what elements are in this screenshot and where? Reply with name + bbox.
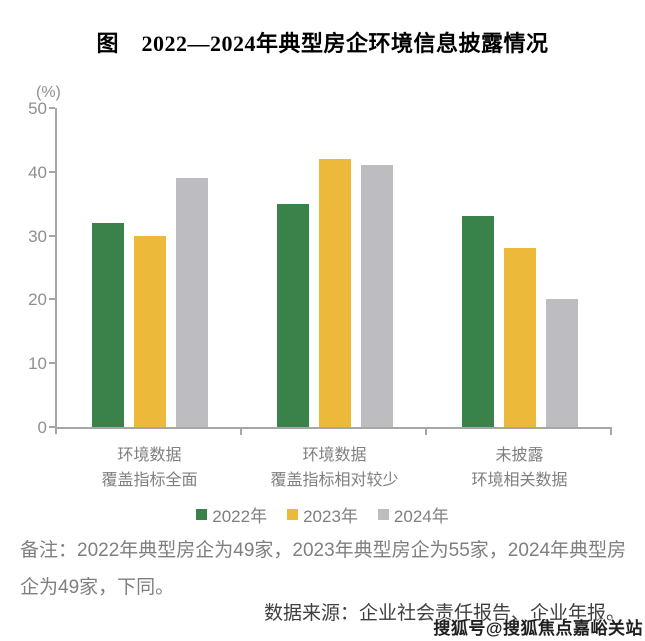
bar-2023年-group1: [133, 235, 166, 427]
x-axis-tick: [240, 427, 242, 435]
plot-area: 0 10 20 30 40 50 环境数据 覆盖指标全面 环境数据 覆盖指标相对较少 未披露 环…: [28, 100, 612, 489]
y-axis-tick: [49, 298, 55, 301]
legend-label: 2022年: [212, 507, 268, 526]
y-axis-tick-label: 30: [28, 226, 47, 246]
watermark: 搜狐号@搜狐焦点嘉峪关站: [433, 619, 643, 638]
legend-item-2023年: 2023年: [287, 502, 358, 527]
bar-2022年-group3: [461, 216, 494, 427]
y-axis-line: [55, 108, 57, 434]
data-source-note: 数据来源：企业社会责任报告、企业年报。: [263, 603, 625, 624]
legend-item-2024年: 2024年: [377, 502, 449, 527]
legend-swatch: [196, 509, 208, 520]
y-axis-tick: [49, 234, 55, 237]
bar-2022年-group2: [276, 203, 309, 427]
bar-2024年-group1: [175, 178, 208, 427]
x-axis-tick: [425, 427, 427, 435]
y-axis-tick-label: 40: [28, 162, 47, 182]
remark-note: 备注：2022年典型房企为49家，2023年典型房企为55家，2024年典型房企…: [20, 540, 627, 598]
bar-2024年-group2: [360, 165, 393, 427]
bar-2022年-group1: [91, 222, 124, 427]
y-axis-tick: [49, 426, 55, 428]
bar-2024年-group3: [545, 299, 578, 427]
y-axis-unit-label: (%): [36, 84, 61, 101]
y-axis-tick-label: 10: [28, 354, 47, 374]
x-axis-tick: [610, 427, 612, 435]
legend-swatch: [287, 509, 299, 520]
y-axis-tick: [49, 362, 55, 365]
bar-2023年-group3: [503, 248, 536, 427]
bar-2023年-group2: [318, 159, 351, 427]
legend-label: 2024年: [393, 507, 449, 526]
x-category-label: 环境数据 覆盖指标全面: [101, 447, 198, 489]
x-axis-line: [55, 427, 612, 429]
legend-label: 2023年: [303, 507, 358, 526]
y-axis-tick: [49, 107, 55, 109]
y-axis-tick-label: 20: [28, 290, 47, 310]
x-category-label: 环境数据 覆盖指标相对较少: [270, 447, 399, 489]
legend-swatch: [377, 509, 389, 520]
y-axis-tick-label: 50: [28, 99, 47, 118]
chart-title: 图 2022—2024年典型房企环境信息披露情况: [96, 31, 549, 56]
y-axis-tick: [49, 170, 55, 173]
x-category-label: 未披露 环境相关数据: [471, 447, 568, 489]
y-axis-tick-label: 0: [37, 418, 47, 437]
legend-item-2022年: 2022年: [196, 502, 267, 527]
legend: 2022年 2023年 2024年: [0, 502, 645, 527]
